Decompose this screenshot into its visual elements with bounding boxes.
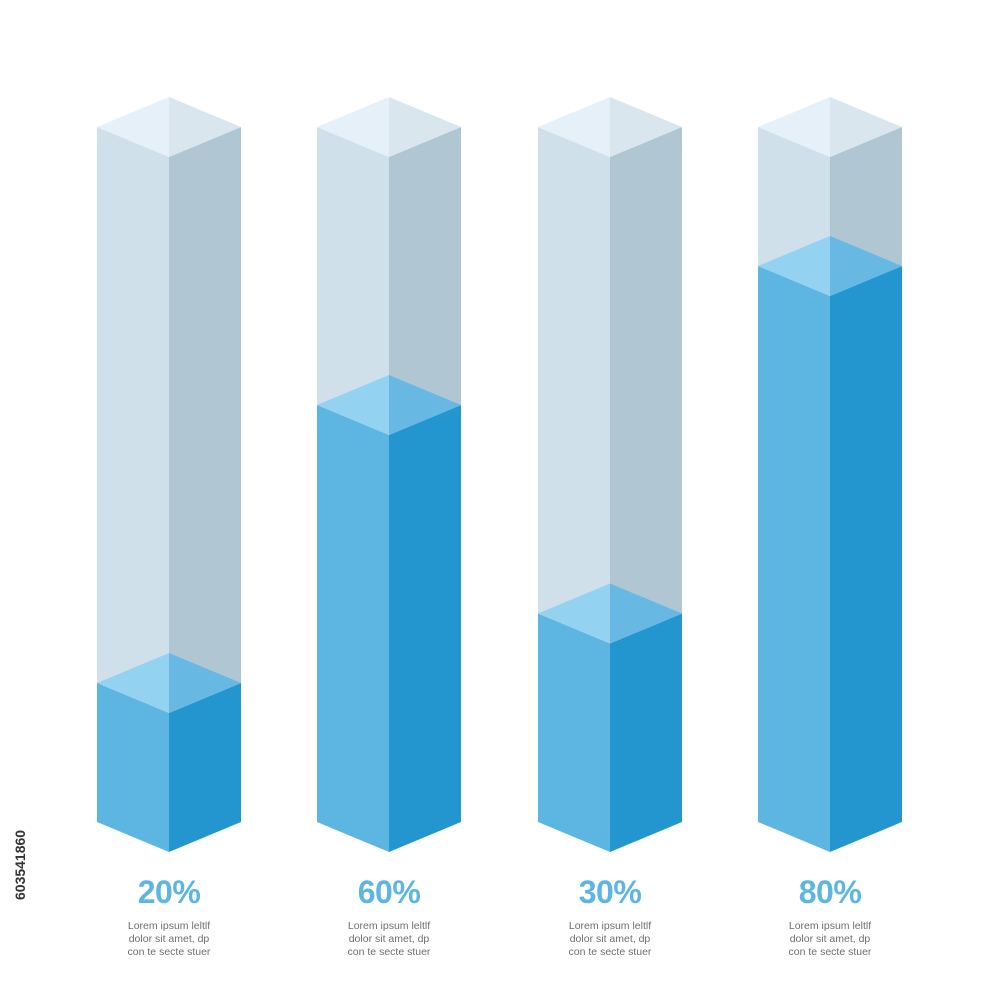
bar-fill-top-right	[610, 583, 682, 644]
bar-description-line: Lorem ipsum leltlf	[347, 920, 431, 932]
bar-empty-top-right	[830, 97, 902, 157]
bar-empty-top-left	[97, 97, 169, 157]
bar-empty-top-right	[169, 97, 241, 157]
bar-fill-left-face	[538, 613, 610, 852]
bar-value-label: 20%	[137, 874, 201, 910]
bar-fill-right-face	[389, 405, 461, 852]
bar-empty-left-face	[538, 127, 610, 644]
bar-fill-left-face	[97, 683, 169, 852]
bar-description-line: dolor sit amet, dp	[128, 933, 210, 945]
bar-empty-top-right	[610, 97, 682, 157]
bar-description-line: con te secte stuer	[347, 946, 431, 958]
bar-fill-top-right	[830, 236, 902, 296]
bar-description-line: con te secte stuer	[127, 946, 211, 958]
bar-fill-right-face	[610, 613, 682, 852]
bar-fill-left-face	[317, 405, 389, 852]
bar-fill-top-left	[538, 583, 610, 644]
bar-empty-top-left	[758, 97, 830, 157]
bar-empty-left-face	[317, 127, 389, 435]
bar-description-line: Lorem ipsum leltlf	[568, 920, 652, 932]
bar-fill-top-right	[389, 375, 461, 435]
bar-fill-right-face	[830, 266, 902, 852]
bar-empty-top-left	[538, 97, 610, 157]
bar-empty-top-right	[389, 97, 461, 157]
bar-empty-left-face	[97, 127, 169, 713]
bar-description-line: con te secte stuer	[788, 946, 872, 958]
bar-description-line: Lorem ipsum leltlf	[788, 920, 872, 932]
bar-value-label: 60%	[357, 874, 421, 910]
bar-fill-right-face	[169, 683, 241, 852]
bar-fill-top-left	[317, 375, 389, 435]
bar-empty-right-face	[169, 127, 241, 713]
bar-description-line: Lorem ipsum leltlf	[127, 920, 211, 932]
bar-description-line: dolor sit amet, dp	[348, 933, 430, 945]
bar-description: Lorem ipsum leltlf dolor sit amet, dp con …	[309, 920, 469, 959]
bar-description-line: dolor sit amet, dp	[569, 933, 651, 945]
bar-empty-right-face	[610, 127, 682, 644]
bar-fill-top-left	[97, 653, 169, 713]
bar-description-line: con te secte stuer	[568, 946, 652, 958]
bar-fill-top-left	[758, 236, 830, 296]
stock-id-watermark: 603541860	[12, 829, 28, 900]
bar-description: Lorem ipsum leltlf dolor sit amet, dp con …	[750, 920, 910, 959]
bar-description: Lorem ipsum leltlf dolor sit amet, dp con …	[530, 920, 690, 959]
bar-fill-left-face	[758, 266, 830, 852]
bar-empty-right-face	[389, 127, 461, 435]
bar-fill-top-right	[169, 653, 241, 713]
bar-description-line: dolor sit amet, dp	[789, 933, 871, 945]
bar-value-label: 80%	[798, 874, 862, 910]
bar-description: Lorem ipsum leltlf dolor sit amet, dp con …	[89, 920, 249, 959]
bar-value-label: 30%	[578, 874, 642, 910]
bar-empty-top-left	[317, 97, 389, 157]
